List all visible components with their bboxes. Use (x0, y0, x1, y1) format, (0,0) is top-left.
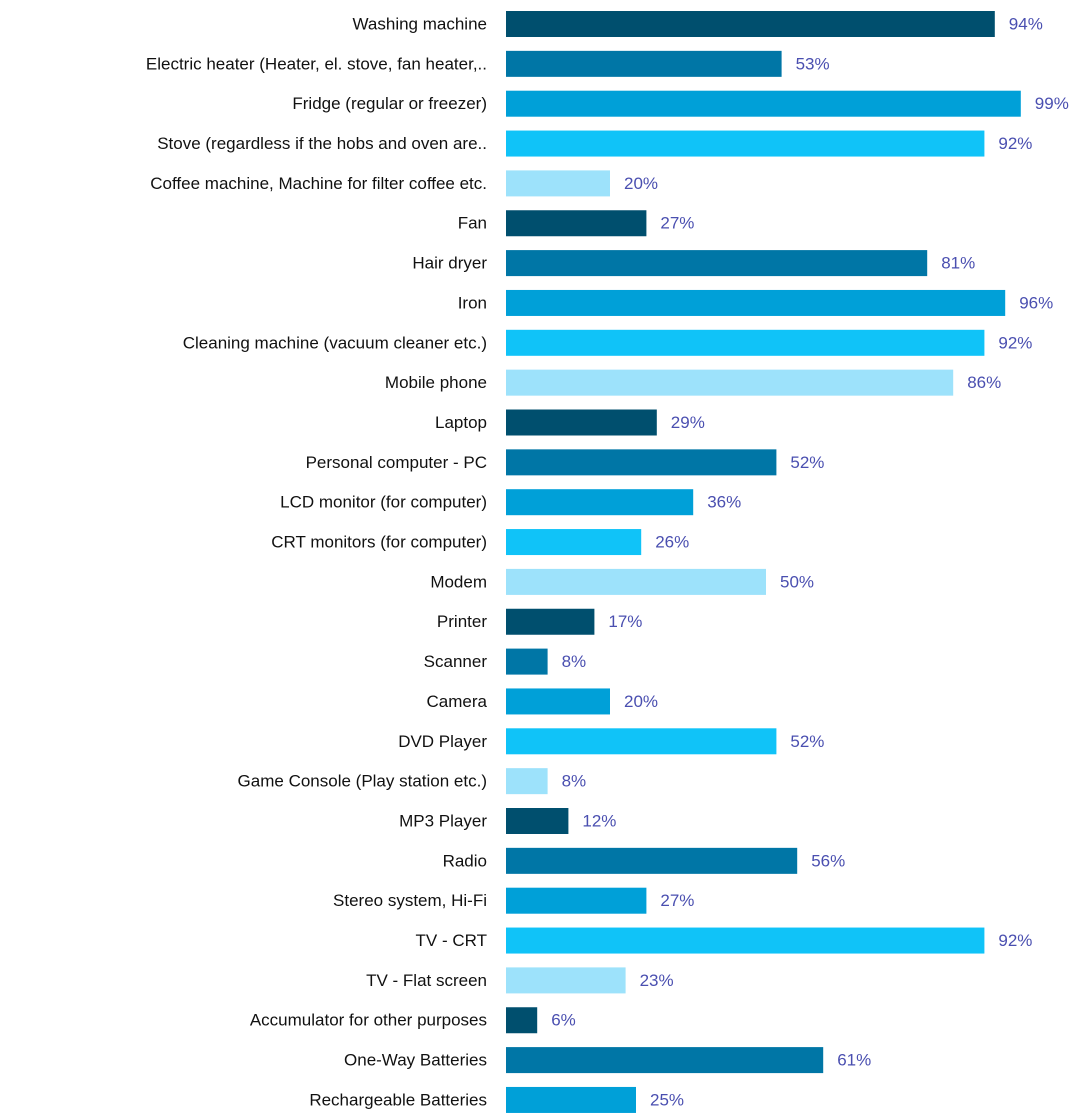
bar (506, 808, 569, 834)
bar (506, 847, 798, 874)
category-label: Hair dryer (412, 254, 487, 273)
bar (506, 568, 766, 595)
value-label: 27% (660, 891, 694, 910)
category-label: Fridge (regular or freezer) (292, 94, 487, 113)
category-label: Stereo system, Hi-Fi (333, 891, 487, 910)
bar (506, 250, 928, 277)
bar (506, 1007, 538, 1034)
bar (506, 887, 647, 914)
bar (506, 449, 777, 476)
value-label: 81% (941, 254, 975, 273)
value-label: 99% (1035, 94, 1069, 113)
value-label: 27% (660, 214, 694, 233)
value-label: 53% (796, 54, 830, 73)
value-label: 92% (998, 134, 1032, 153)
category-label: Scanner (424, 652, 488, 671)
bar (506, 1086, 636, 1113)
bar (506, 529, 642, 556)
value-label: 8% (562, 772, 587, 791)
value-label: 26% (655, 533, 689, 552)
value-label: 92% (998, 931, 1032, 950)
value-label: 52% (790, 732, 824, 751)
bar (506, 50, 782, 77)
bar (506, 927, 985, 954)
bar (506, 329, 985, 356)
bar (506, 768, 548, 795)
category-label: Mobile phone (385, 373, 487, 392)
bar (506, 1047, 824, 1074)
category-label: Fan (458, 214, 487, 233)
category-label: Radio (443, 851, 487, 870)
bar (506, 648, 548, 675)
bar (506, 608, 595, 635)
bar (506, 369, 954, 396)
value-label: 96% (1019, 293, 1053, 312)
bar (506, 210, 647, 237)
category-label: Camera (427, 692, 488, 711)
value-label: 92% (998, 333, 1032, 352)
bar (506, 90, 1021, 117)
value-label: 50% (780, 572, 814, 591)
bar (506, 489, 694, 516)
bar (506, 170, 610, 197)
bar (506, 409, 657, 436)
category-label: Modem (430, 572, 487, 591)
value-label: 56% (811, 851, 845, 870)
value-label: 23% (640, 971, 674, 990)
category-label: Rechargeable Batteries (309, 1090, 487, 1109)
value-label: 17% (608, 612, 642, 631)
value-label: 52% (790, 453, 824, 472)
category-label: One-Way Batteries (344, 1051, 487, 1070)
value-label: 20% (624, 174, 658, 193)
category-label: Laptop (435, 413, 487, 432)
value-label: 12% (582, 811, 616, 830)
value-label: 86% (967, 373, 1001, 392)
bar (506, 967, 626, 994)
category-label: Iron (458, 293, 487, 312)
value-label: 8% (562, 652, 587, 671)
bar (506, 11, 995, 37)
value-label: 20% (624, 692, 658, 711)
bar (506, 688, 610, 715)
category-label: Coffee machine, Machine for filter coffe… (150, 174, 487, 193)
value-label: 94% (1009, 14, 1043, 33)
category-label: MP3 Player (399, 811, 487, 830)
category-label: Stove (regardless if the hobs and oven a… (157, 134, 487, 153)
value-label: 6% (551, 1011, 576, 1030)
value-label: 36% (707, 493, 741, 512)
category-label: TV - CRT (416, 931, 487, 950)
value-label: 29% (671, 413, 705, 432)
category-label: Accumulator for other purposes (250, 1011, 487, 1030)
category-label: Personal computer - PC (306, 453, 487, 472)
bar (506, 728, 777, 755)
bar (506, 130, 985, 157)
category-label: DVD Player (398, 732, 487, 751)
bar (506, 289, 1006, 316)
value-label: 61% (837, 1051, 871, 1070)
category-label: Game Console (Play station etc.) (238, 772, 487, 791)
category-label: Printer (437, 612, 487, 631)
category-label: Cleaning machine (vacuum cleaner etc.) (183, 333, 487, 352)
category-label: LCD monitor (for computer) (280, 493, 487, 512)
category-label: TV - Flat screen (366, 971, 487, 990)
category-label: Electric heater (Heater, el. stove, fan … (146, 54, 487, 73)
category-label: Washing machine (353, 14, 488, 33)
value-label: 25% (650, 1090, 684, 1109)
category-label: CRT monitors (for computer) (271, 533, 487, 552)
